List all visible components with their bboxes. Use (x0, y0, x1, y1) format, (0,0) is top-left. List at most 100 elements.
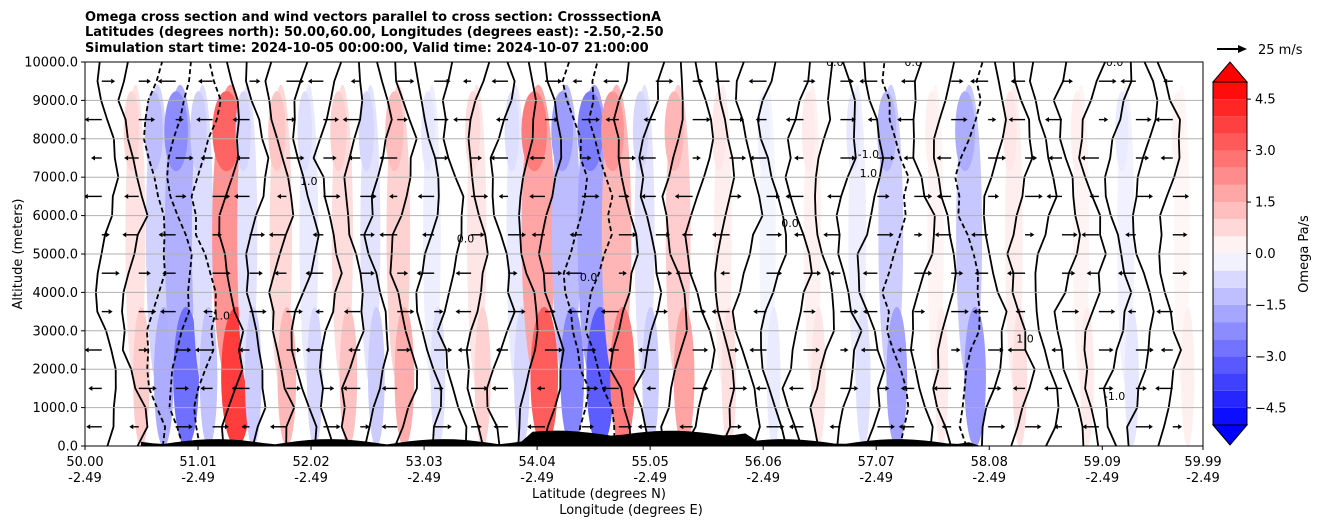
wind-vector-head (1068, 78, 1073, 84)
wind-vector-head (160, 309, 165, 315)
wind-vector-head (643, 117, 648, 123)
wind-vector-head (231, 385, 236, 391)
wind-vector-head (558, 347, 563, 353)
contour-labels: -1.0 0.0 1.0 -1.0 0.0 0.0 0.0 -1.0 1.0 0.0 1.0 0.0 (209, 56, 1126, 403)
wind-vector-head (350, 78, 355, 84)
omega-cell-top (577, 91, 603, 172)
wind-vector-head (735, 347, 740, 353)
wind-vector-head (122, 232, 127, 238)
vector-key-label: 25 m/s (1258, 43, 1303, 58)
y-tick-label: 3000.0 (33, 324, 79, 339)
wind-vector-head (307, 78, 312, 84)
colorbar-segment (1213, 236, 1247, 254)
wind-vector-head (455, 270, 460, 276)
wind-vector-head (714, 78, 719, 84)
colorbar-tick-label: −3.0 (1255, 350, 1287, 365)
wind-vector-head (406, 347, 411, 353)
wind-vector-head (495, 117, 500, 123)
contour-label: 0.0 (904, 56, 922, 69)
colorbar-segment (1213, 202, 1247, 220)
wind-vector-head (529, 193, 534, 199)
title-line-2: Latitudes (degrees north): 50.00,60.00, … (85, 25, 664, 40)
wind-vector-head (1015, 309, 1020, 315)
wind-vector-head (1073, 232, 1078, 238)
wind-vector-head (1183, 270, 1188, 276)
wind-vector-head (529, 155, 534, 161)
wind-vector-head (995, 193, 1000, 199)
wind-vector-head (1125, 232, 1130, 238)
wind-vector-head (1142, 385, 1147, 391)
omega-cell-lower (1181, 306, 1195, 446)
wind-vector-head (258, 270, 263, 276)
wind-vector-head (85, 193, 88, 199)
omega-cell-lower (430, 306, 446, 446)
wind-vector-head (226, 193, 231, 199)
omega-cell-top (330, 91, 347, 172)
wind-vector-head (296, 385, 301, 391)
wind-vector-head (236, 155, 241, 161)
wind-vector-head (666, 232, 671, 238)
y-tick-label: 2000.0 (33, 363, 79, 378)
wind-vector-head (491, 385, 496, 391)
colorbar-segment (1213, 99, 1247, 117)
wind-vector-head (1155, 117, 1160, 123)
wind-vector-head (297, 347, 302, 353)
wind-vector-head (753, 309, 758, 315)
wind-vector-head (900, 78, 905, 84)
wind-vector-head (551, 309, 556, 315)
omega-cell-lower (1012, 306, 1028, 446)
wind-vector-head (1178, 424, 1183, 430)
wind-vector-head (217, 232, 222, 238)
wind-vector-head (1030, 232, 1035, 238)
wind-vector-head (558, 270, 563, 276)
colorbar-segment (1213, 116, 1247, 134)
wind-vector-head (755, 385, 760, 391)
wind-vector-head (1051, 347, 1056, 353)
colorbar-segment (1213, 150, 1247, 168)
wind-vector-head (572, 78, 577, 84)
wind-vector-head (959, 78, 964, 84)
wind-vector-head (444, 117, 449, 123)
wind-vector-head (312, 232, 317, 238)
x-tick-label-longitude: -2.49 (859, 471, 893, 486)
y-tick-label: 9000.0 (33, 94, 79, 109)
x-tick-label-longitude: -2.49 (633, 471, 667, 486)
wind-vector-head (410, 309, 415, 315)
omega-cell-top (1171, 91, 1184, 172)
wind-vector-head (484, 385, 489, 391)
wind-vector-head (1160, 155, 1165, 161)
wind-vector-head (622, 270, 627, 276)
x-tick-label-longitude: -2.49 (520, 471, 554, 486)
omega-cell-lower (474, 306, 491, 446)
wind-vector-head (737, 193, 742, 199)
x-axis: 50.00-2.4951.01-2.4952.02-2.4953.03-2.49… (66, 446, 1222, 486)
wind-vector-head (381, 424, 386, 430)
wind-vector-head (749, 155, 754, 161)
y-tick-label: 6000.0 (33, 209, 79, 224)
plot-area: -1.0 0.0 1.0 -1.0 0.0 0.0 0.0 -1.0 1.0 0.0 1.0 0.0 (84, 56, 1204, 447)
colorbar-segment (1213, 373, 1247, 391)
wind-vector-head (300, 78, 305, 84)
wind-vector-head (829, 424, 834, 430)
wind-vector-head (567, 309, 572, 315)
colorbar-segment (1213, 407, 1247, 425)
y-tick-label: 0.0 (57, 440, 78, 455)
wind-vector-head (522, 232, 527, 238)
wind-vector-head (379, 232, 384, 238)
contour-line (190, 62, 222, 446)
wind-vector-head (85, 347, 89, 353)
wind-vector-head (1010, 78, 1015, 84)
omega-cell-top (144, 91, 163, 172)
colorbar-segment (1213, 356, 1247, 374)
wind-vector-head (704, 385, 709, 391)
colorbar-segment (1213, 339, 1247, 357)
wind-vector-head (447, 424, 452, 430)
wind-vector-head (589, 424, 594, 430)
wind-vector-head (417, 193, 422, 199)
wind-vector-head (815, 347, 820, 353)
wind-vector-head (737, 424, 742, 430)
wind-vector-head (742, 155, 747, 161)
wind-vector-head (885, 385, 890, 391)
wind-vector-head (668, 270, 673, 276)
wind-vector-head (696, 155, 701, 161)
